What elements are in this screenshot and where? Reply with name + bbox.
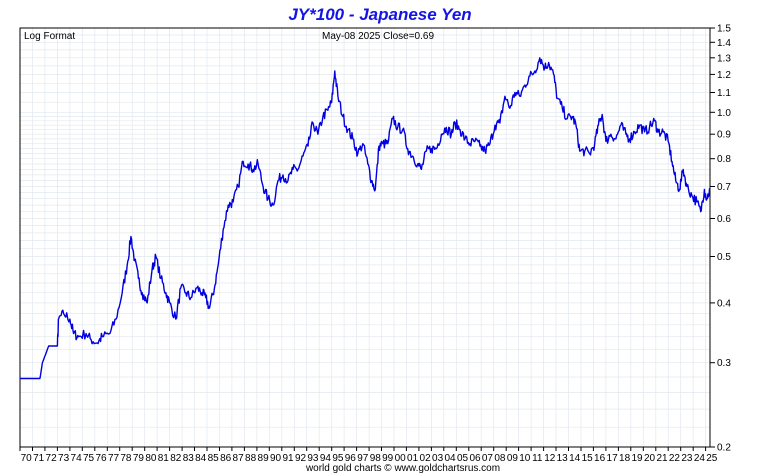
x-tick-label: 94 [320,453,332,464]
y-tick-label: 0.5 [717,252,731,263]
y-tick-label: 1.1 [717,88,731,99]
x-tick-label: 10 [519,453,531,464]
x-tick-label: 07 [482,453,494,464]
plot-frame [19,27,711,448]
x-tick-label: 91 [282,453,294,464]
y-axis: 1.5 1.4 1.3 1.2 1.1 1.0 0.9 0.8 0.7 0.6 0.5 0.4 0.3 0… [710,24,731,454]
x-tick-label: 92 [295,453,307,464]
x-tick-label: 74 [71,453,83,464]
y-tick-label: 0.3 [717,358,731,369]
x-tick-label: 95 [332,453,344,464]
x-tick-label: 08 [494,453,506,464]
x-tick-label: 13 [557,453,569,464]
x-tick-label: 97 [357,453,369,464]
x-tick-label: 71 [33,453,45,464]
y-tick-label: 1.3 [717,53,731,64]
x-tick-label: 03 [432,453,444,464]
x-tick-label: 83 [183,453,195,464]
x-axis: 70 71 72 73 74 75 76 77 78 79 80 81 82 83 84 85 86 87 88 89… [19,447,718,464]
x-tick-label: 81 [158,453,170,464]
x-tick-label: 76 [95,453,107,464]
x-tick-label: 73 [58,453,70,464]
x-tick-label: 88 [245,453,257,464]
x-tick-label: 80 [145,453,157,464]
x-tick-label: 17 [607,453,619,464]
x-tick-label: 70 [21,453,33,464]
x-tick-label: 20 [644,453,656,464]
x-tick-label: 24 [694,453,706,464]
x-tick-label: 87 [233,453,245,464]
x-tick-label: 06 [469,453,481,464]
info-label: May-08 2025 Close=0.69 [322,31,434,42]
x-tick-label: 16 [594,453,606,464]
x-tick-label: 99 [382,453,394,464]
y-tick-label: 0.7 [717,182,731,193]
x-tick-label: 04 [444,453,456,464]
x-tick-label: 05 [457,453,469,464]
series-line [20,57,711,380]
x-tick-label: 02 [420,453,432,464]
y-tick-label: 1.2 [717,70,731,81]
x-tick-label: 90 [270,453,282,464]
x-tick-label: 15 [582,453,594,464]
x-tick-label: 12 [544,453,556,464]
x-tick-label: 23 [681,453,693,464]
y-tick-label: 0.8 [717,154,731,165]
grid-lines [19,27,710,448]
x-tick-label: 21 [656,453,668,464]
y-tick-label: 0.2 [717,443,731,454]
y-tick-label: 1.5 [717,24,731,35]
y-tick-label: 0.9 [717,130,731,141]
x-tick-label: 14 [569,453,581,464]
x-tick-label: 85 [208,453,220,464]
x-tick-label: 18 [619,453,631,464]
x-tick-label: 77 [108,453,120,464]
footer-credit: world gold charts © www.goldchartsrus.co… [305,463,500,474]
x-tick-label: 86 [220,453,232,464]
x-tick-label: 19 [631,453,643,464]
x-tick-label: 96 [345,453,357,464]
x-tick-label: 22 [669,453,681,464]
x-tick-label: 72 [46,453,58,464]
scale-label: Log Format [24,31,75,42]
x-tick-label: 01 [407,453,419,464]
y-tick-label: 1.0 [717,108,731,119]
x-tick-label: 82 [170,453,182,464]
x-tick-label: 75 [83,453,95,464]
x-tick-label: 93 [307,453,319,464]
y-tick-label: 0.6 [717,214,731,225]
x-tick-label: 25 [706,453,718,464]
x-tick-label: 84 [195,453,207,464]
x-tick-label: 11 [532,453,543,464]
x-tick-label: 78 [120,453,132,464]
x-tick-label: 09 [507,453,519,464]
x-tick-label: 00 [395,453,407,464]
x-tick-label: 79 [133,453,145,464]
chart-title: JY*100 - Japanese Yen [288,5,471,24]
y-tick-label: 1.4 [717,38,731,49]
x-tick-label: 98 [370,453,382,464]
y-tick-label: 0.4 [717,298,731,309]
x-tick-label: 89 [258,453,270,464]
